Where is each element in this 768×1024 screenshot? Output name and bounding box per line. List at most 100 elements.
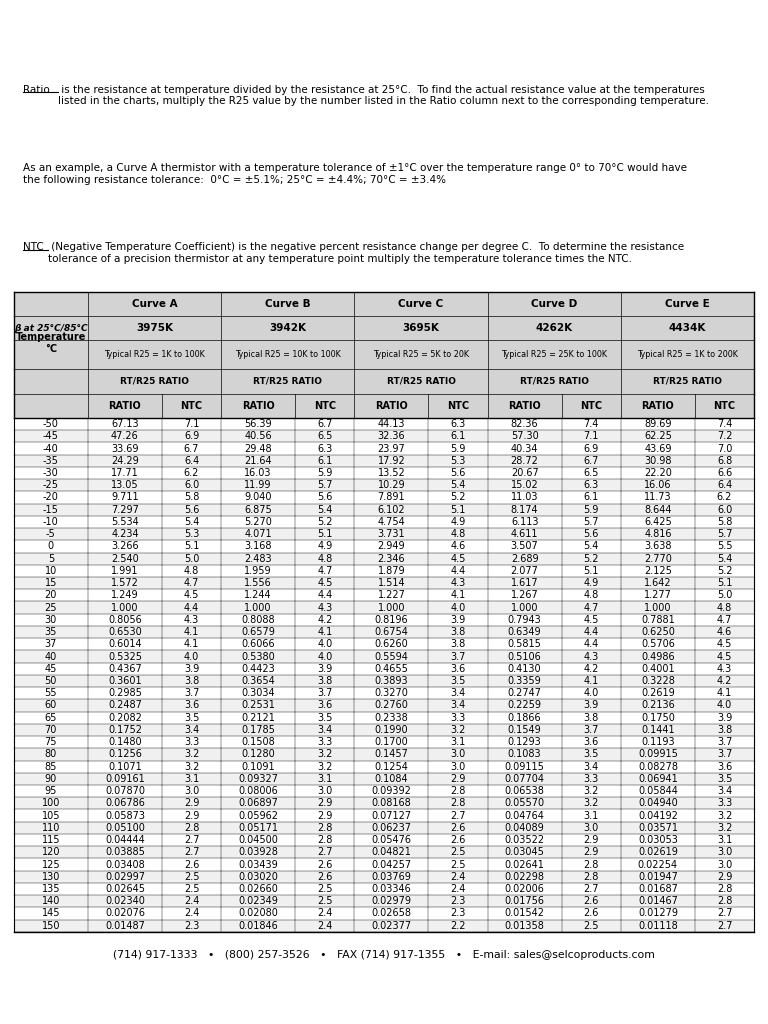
Text: 4.1: 4.1 [717, 688, 732, 698]
Text: 0.8196: 0.8196 [375, 614, 409, 625]
Text: 11.99: 11.99 [244, 480, 272, 490]
Text: 0.07704: 0.07704 [505, 774, 545, 784]
Text: 10: 10 [45, 566, 57, 575]
Text: 3.8: 3.8 [450, 627, 465, 637]
Bar [14, 798, 754, 810]
Text: 0.2121: 0.2121 [241, 713, 275, 723]
Text: 0.03053: 0.03053 [638, 835, 678, 845]
Text: 5.0: 5.0 [717, 591, 732, 600]
Bar [14, 442, 754, 455]
Text: Typical R25 = 25K to 100K: Typical R25 = 25K to 100K [502, 350, 607, 359]
Text: 0.03045: 0.03045 [505, 847, 545, 857]
Text: 2.7: 2.7 [717, 921, 733, 931]
Text: 0.1280: 0.1280 [241, 750, 275, 760]
Text: 4.816: 4.816 [644, 529, 672, 540]
Text: 0.02997: 0.02997 [105, 871, 145, 882]
Text: 0.1457: 0.1457 [375, 750, 409, 760]
Text: 22.20: 22.20 [644, 468, 672, 478]
Text: 3.1: 3.1 [717, 835, 732, 845]
Text: 57.30: 57.30 [511, 431, 538, 441]
Text: 3.0: 3.0 [717, 847, 732, 857]
Text: 4.0: 4.0 [584, 688, 599, 698]
Text: -10: -10 [43, 517, 58, 527]
Text: 4.0: 4.0 [450, 602, 465, 612]
Text: 4.7: 4.7 [584, 602, 599, 612]
Text: 2.6: 2.6 [584, 896, 599, 906]
Text: 0: 0 [48, 542, 54, 551]
Text: -40: -40 [43, 443, 58, 454]
Bar [14, 504, 754, 516]
Bar [14, 589, 754, 601]
Text: 0.3270: 0.3270 [375, 688, 409, 698]
Text: 90: 90 [45, 774, 57, 784]
Text: 33.69: 33.69 [111, 443, 139, 454]
Text: 2.125: 2.125 [644, 566, 672, 575]
Text: 2.9: 2.9 [717, 871, 732, 882]
Text: NTC: NTC [180, 400, 203, 411]
Text: -15: -15 [43, 505, 59, 515]
Text: 0.02298: 0.02298 [505, 871, 545, 882]
Text: 0.06786: 0.06786 [105, 799, 145, 808]
Text: 5.2: 5.2 [717, 566, 733, 575]
Bar [14, 846, 754, 858]
Text: 0.4367: 0.4367 [108, 664, 142, 674]
Text: 3.5: 3.5 [717, 774, 732, 784]
Text: 9.040: 9.040 [244, 493, 272, 503]
Text: 0.2747: 0.2747 [508, 688, 541, 698]
Text: 10.29: 10.29 [378, 480, 406, 490]
Text: Curve E: Curve E [665, 299, 710, 309]
Text: Ratio: Ratio [23, 85, 50, 94]
Text: 2.6: 2.6 [450, 823, 465, 833]
Text: 0.01487: 0.01487 [105, 921, 145, 931]
Text: 4.3: 4.3 [184, 614, 199, 625]
Text: NTC: NTC [313, 400, 336, 411]
Text: 0.4423: 0.4423 [241, 664, 275, 674]
Text: 3.6: 3.6 [717, 762, 732, 772]
Text: 2.483: 2.483 [244, 554, 272, 563]
Bar [14, 858, 754, 870]
Text: 7.2: 7.2 [717, 431, 733, 441]
Text: 2.3: 2.3 [450, 908, 465, 919]
Text: 0.4130: 0.4130 [508, 664, 541, 674]
Text: 2.6: 2.6 [584, 908, 599, 919]
Text: 3.8: 3.8 [584, 713, 599, 723]
Text: NTC: NTC [713, 400, 736, 411]
Text: 3.3: 3.3 [717, 799, 732, 808]
Text: 0.1091: 0.1091 [241, 762, 275, 772]
Text: 0.09161: 0.09161 [105, 774, 144, 784]
Text: 4.6: 4.6 [450, 542, 465, 551]
Text: 4.2: 4.2 [584, 664, 599, 674]
Text: 9.711: 9.711 [111, 493, 139, 503]
Text: 3.9: 3.9 [584, 700, 599, 711]
Text: 0.6754: 0.6754 [375, 627, 409, 637]
Text: Typical R25 = 1K to 200K: Typical R25 = 1K to 200K [637, 350, 738, 359]
Text: -30: -30 [43, 468, 58, 478]
Text: 2.8: 2.8 [717, 896, 732, 906]
Text: 4434K: 4434K [669, 324, 707, 334]
Text: 0.06237: 0.06237 [372, 823, 412, 833]
Text: 85: 85 [45, 762, 57, 772]
Text: 2.2: 2.2 [450, 921, 465, 931]
Text: 2.9: 2.9 [184, 799, 199, 808]
Text: 0.1254: 0.1254 [375, 762, 409, 772]
Text: 3.4: 3.4 [717, 786, 732, 796]
Text: 3942K: 3942K [270, 324, 306, 334]
Text: 2.346: 2.346 [378, 554, 406, 563]
Text: 0.06897: 0.06897 [238, 799, 278, 808]
Text: 3.7: 3.7 [317, 688, 333, 698]
Text: 6.2: 6.2 [184, 468, 199, 478]
Text: 32.36: 32.36 [378, 431, 406, 441]
Text: 11.73: 11.73 [644, 493, 672, 503]
Text: 3.2: 3.2 [584, 799, 599, 808]
Text: 4.611: 4.611 [511, 529, 538, 540]
Text: 5.8: 5.8 [184, 493, 199, 503]
Text: 5.7: 5.7 [584, 517, 599, 527]
Text: 115: 115 [41, 835, 60, 845]
Text: 0.1084: 0.1084 [375, 774, 409, 784]
Text: 3.0: 3.0 [450, 762, 465, 772]
Text: 3.7: 3.7 [184, 688, 199, 698]
Text: 40.34: 40.34 [511, 443, 538, 454]
Text: 5.1: 5.1 [184, 542, 199, 551]
Text: 95: 95 [45, 786, 57, 796]
Text: 2.9: 2.9 [584, 835, 599, 845]
